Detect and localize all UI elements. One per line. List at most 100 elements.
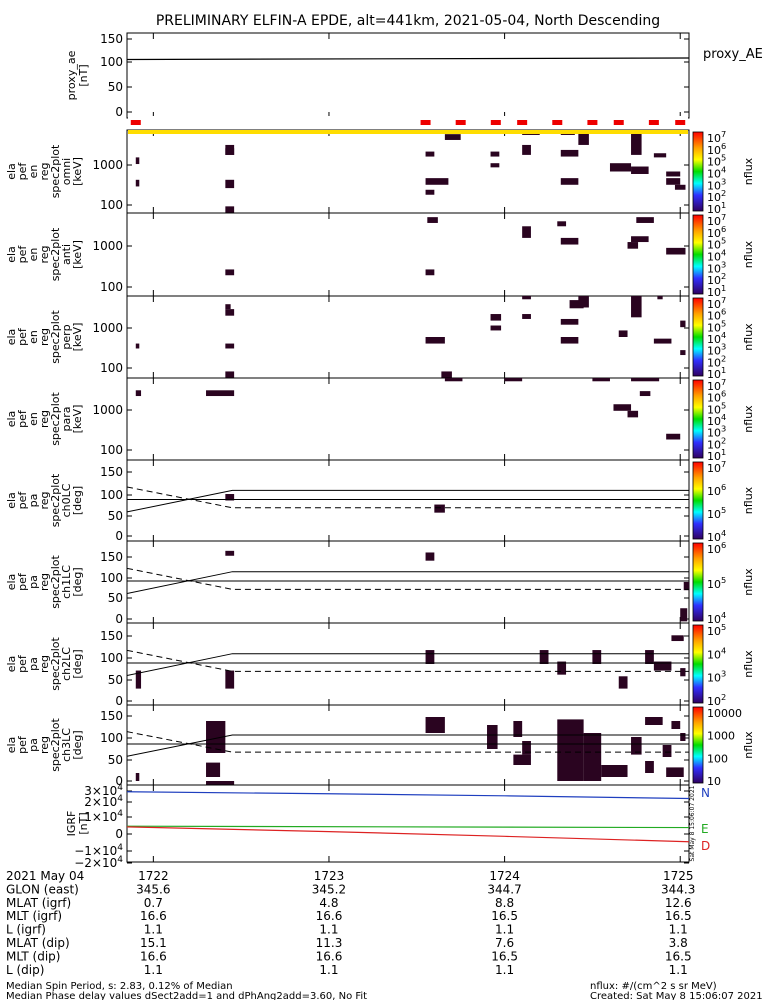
row-value: 16.6 <box>140 909 167 923</box>
row-value: 1.1 <box>319 963 338 977</box>
colorbar-tick-label: 105 <box>707 622 726 638</box>
y-axis-label: ela <box>5 574 18 591</box>
y-axis-label: reg <box>38 736 51 754</box>
flux-block <box>225 670 235 689</box>
y-tick-label: 50 <box>108 673 123 687</box>
colorbar-tick-label: 107 <box>707 459 726 475</box>
y-tick-label: 100 <box>100 651 123 665</box>
y-axis-label: pa <box>27 657 40 671</box>
colorbar-tick-label: 10000 <box>707 707 742 720</box>
legend-E: E <box>701 822 709 836</box>
y-axis-label: [nT] <box>77 64 90 86</box>
flux-block <box>225 144 235 155</box>
flux-block <box>674 184 686 190</box>
row-value: 16.6 <box>316 909 343 923</box>
row-value: 1.1 <box>495 963 514 977</box>
flux-block <box>225 343 235 349</box>
legend-N: N <box>701 786 710 800</box>
y-axis-label: reg <box>38 410 51 428</box>
alc-line <box>126 731 689 753</box>
y-axis-label: pa <box>27 738 40 752</box>
plot-timestamp: Sat May 8 15:06:07 2021 <box>689 785 696 861</box>
flux-block <box>645 650 654 664</box>
colorbar-tick-label: 104 <box>707 528 726 544</box>
y-tick-label: 0 <box>115 105 123 119</box>
row-label: MLAT (igrf) <box>6 896 71 910</box>
flux-block <box>631 130 642 155</box>
colorbar-tick-label: 102 <box>707 271 726 287</box>
colorbar-tick-label: 102 <box>707 435 726 451</box>
flux-block <box>444 378 463 382</box>
y-tick-label: 150 <box>100 465 123 479</box>
y-axis-label: spec2plot <box>49 310 62 364</box>
sci-zone-marker <box>613 120 624 125</box>
y-axis-label: pef <box>16 654 29 673</box>
y-axis-label: pa <box>27 494 40 508</box>
colorbar-tick-label: 107 <box>707 129 726 145</box>
flux-block <box>662 745 672 757</box>
y-tick-label: 100 <box>100 55 123 69</box>
orbit-table: 2021 May 04 1722 1723 1724 1725 GLON (east) 34… <box>6 869 695 977</box>
colorbar-tick-label: 106 <box>707 482 726 498</box>
flux-block <box>490 163 500 168</box>
flux-block <box>631 166 649 174</box>
sci-zone-marker <box>130 120 141 125</box>
flux-block <box>225 550 235 556</box>
flux-block <box>425 650 435 664</box>
flux-block <box>583 733 602 781</box>
colorbar: 105 104 103 102 nflux <box>692 622 755 708</box>
row-value: 1.1 <box>669 923 688 937</box>
flux-block <box>225 304 231 310</box>
legend-proxy-ae: proxy_AE <box>703 47 763 62</box>
colorbar-tick-label: 106 <box>707 540 726 556</box>
flux-block <box>557 661 567 675</box>
colorbar-tick-label: 103 <box>707 176 726 192</box>
y-axis-label: ch2LC <box>60 647 73 681</box>
row-label: MLT (dip) <box>6 949 60 963</box>
colorbar: 10000 1000 100 10 nflux <box>692 706 755 788</box>
flux-block <box>680 320 686 328</box>
flux-block <box>434 504 445 513</box>
y-tick-label: 1000 <box>92 239 123 253</box>
y-tick-label: 100 <box>100 488 123 502</box>
flux-block <box>522 296 531 300</box>
flux-block <box>225 494 235 501</box>
row-value: 1724 <box>489 869 520 883</box>
panel-frame <box>126 459 690 542</box>
row-value: 16.6 <box>140 949 167 963</box>
row-value: 15.1 <box>140 936 167 950</box>
sci-zone-marker <box>490 120 501 125</box>
row-value: 1722 <box>138 869 169 883</box>
lc-line <box>126 653 689 677</box>
flux-block <box>135 157 140 165</box>
flux-block <box>657 296 663 300</box>
y-tick-label: 100 <box>100 443 123 457</box>
y-axis-label: para <box>60 407 73 432</box>
panel-frame <box>126 32 690 119</box>
colorbar-tick-label: 106 <box>707 224 726 240</box>
panel-proxy_ae: 150 100 50 0 proxy_ae [nT] proxy_AE <box>65 32 763 128</box>
y-tick-label: 50 <box>108 753 123 767</box>
colorbar: 107 106 105 104 nflux <box>692 459 755 544</box>
colorbar-unit: nflux <box>742 240 755 268</box>
flux-block <box>666 433 681 440</box>
flux-block <box>425 178 449 185</box>
y-axis-label: pef <box>16 245 29 264</box>
colorbar-gradient <box>692 214 704 295</box>
y-axis-label: spec2plot <box>49 144 62 198</box>
alc-line <box>126 486 689 509</box>
flux-block <box>627 410 639 418</box>
flux-block <box>427 217 438 223</box>
y-tick-label: 100 <box>100 198 123 212</box>
flux-block <box>601 765 628 777</box>
y-axis-label: pef <box>16 327 29 346</box>
row-value: 1.1 <box>669 963 688 977</box>
sci-zone-marker <box>420 120 431 125</box>
panel-anti: 1000100elapefenregspec2plotanti[keV]1071… <box>5 212 755 299</box>
flux-block <box>613 404 632 411</box>
flux-block <box>671 721 681 729</box>
colorbar-tick-label: 103 <box>707 342 726 358</box>
flux-block <box>631 737 642 755</box>
